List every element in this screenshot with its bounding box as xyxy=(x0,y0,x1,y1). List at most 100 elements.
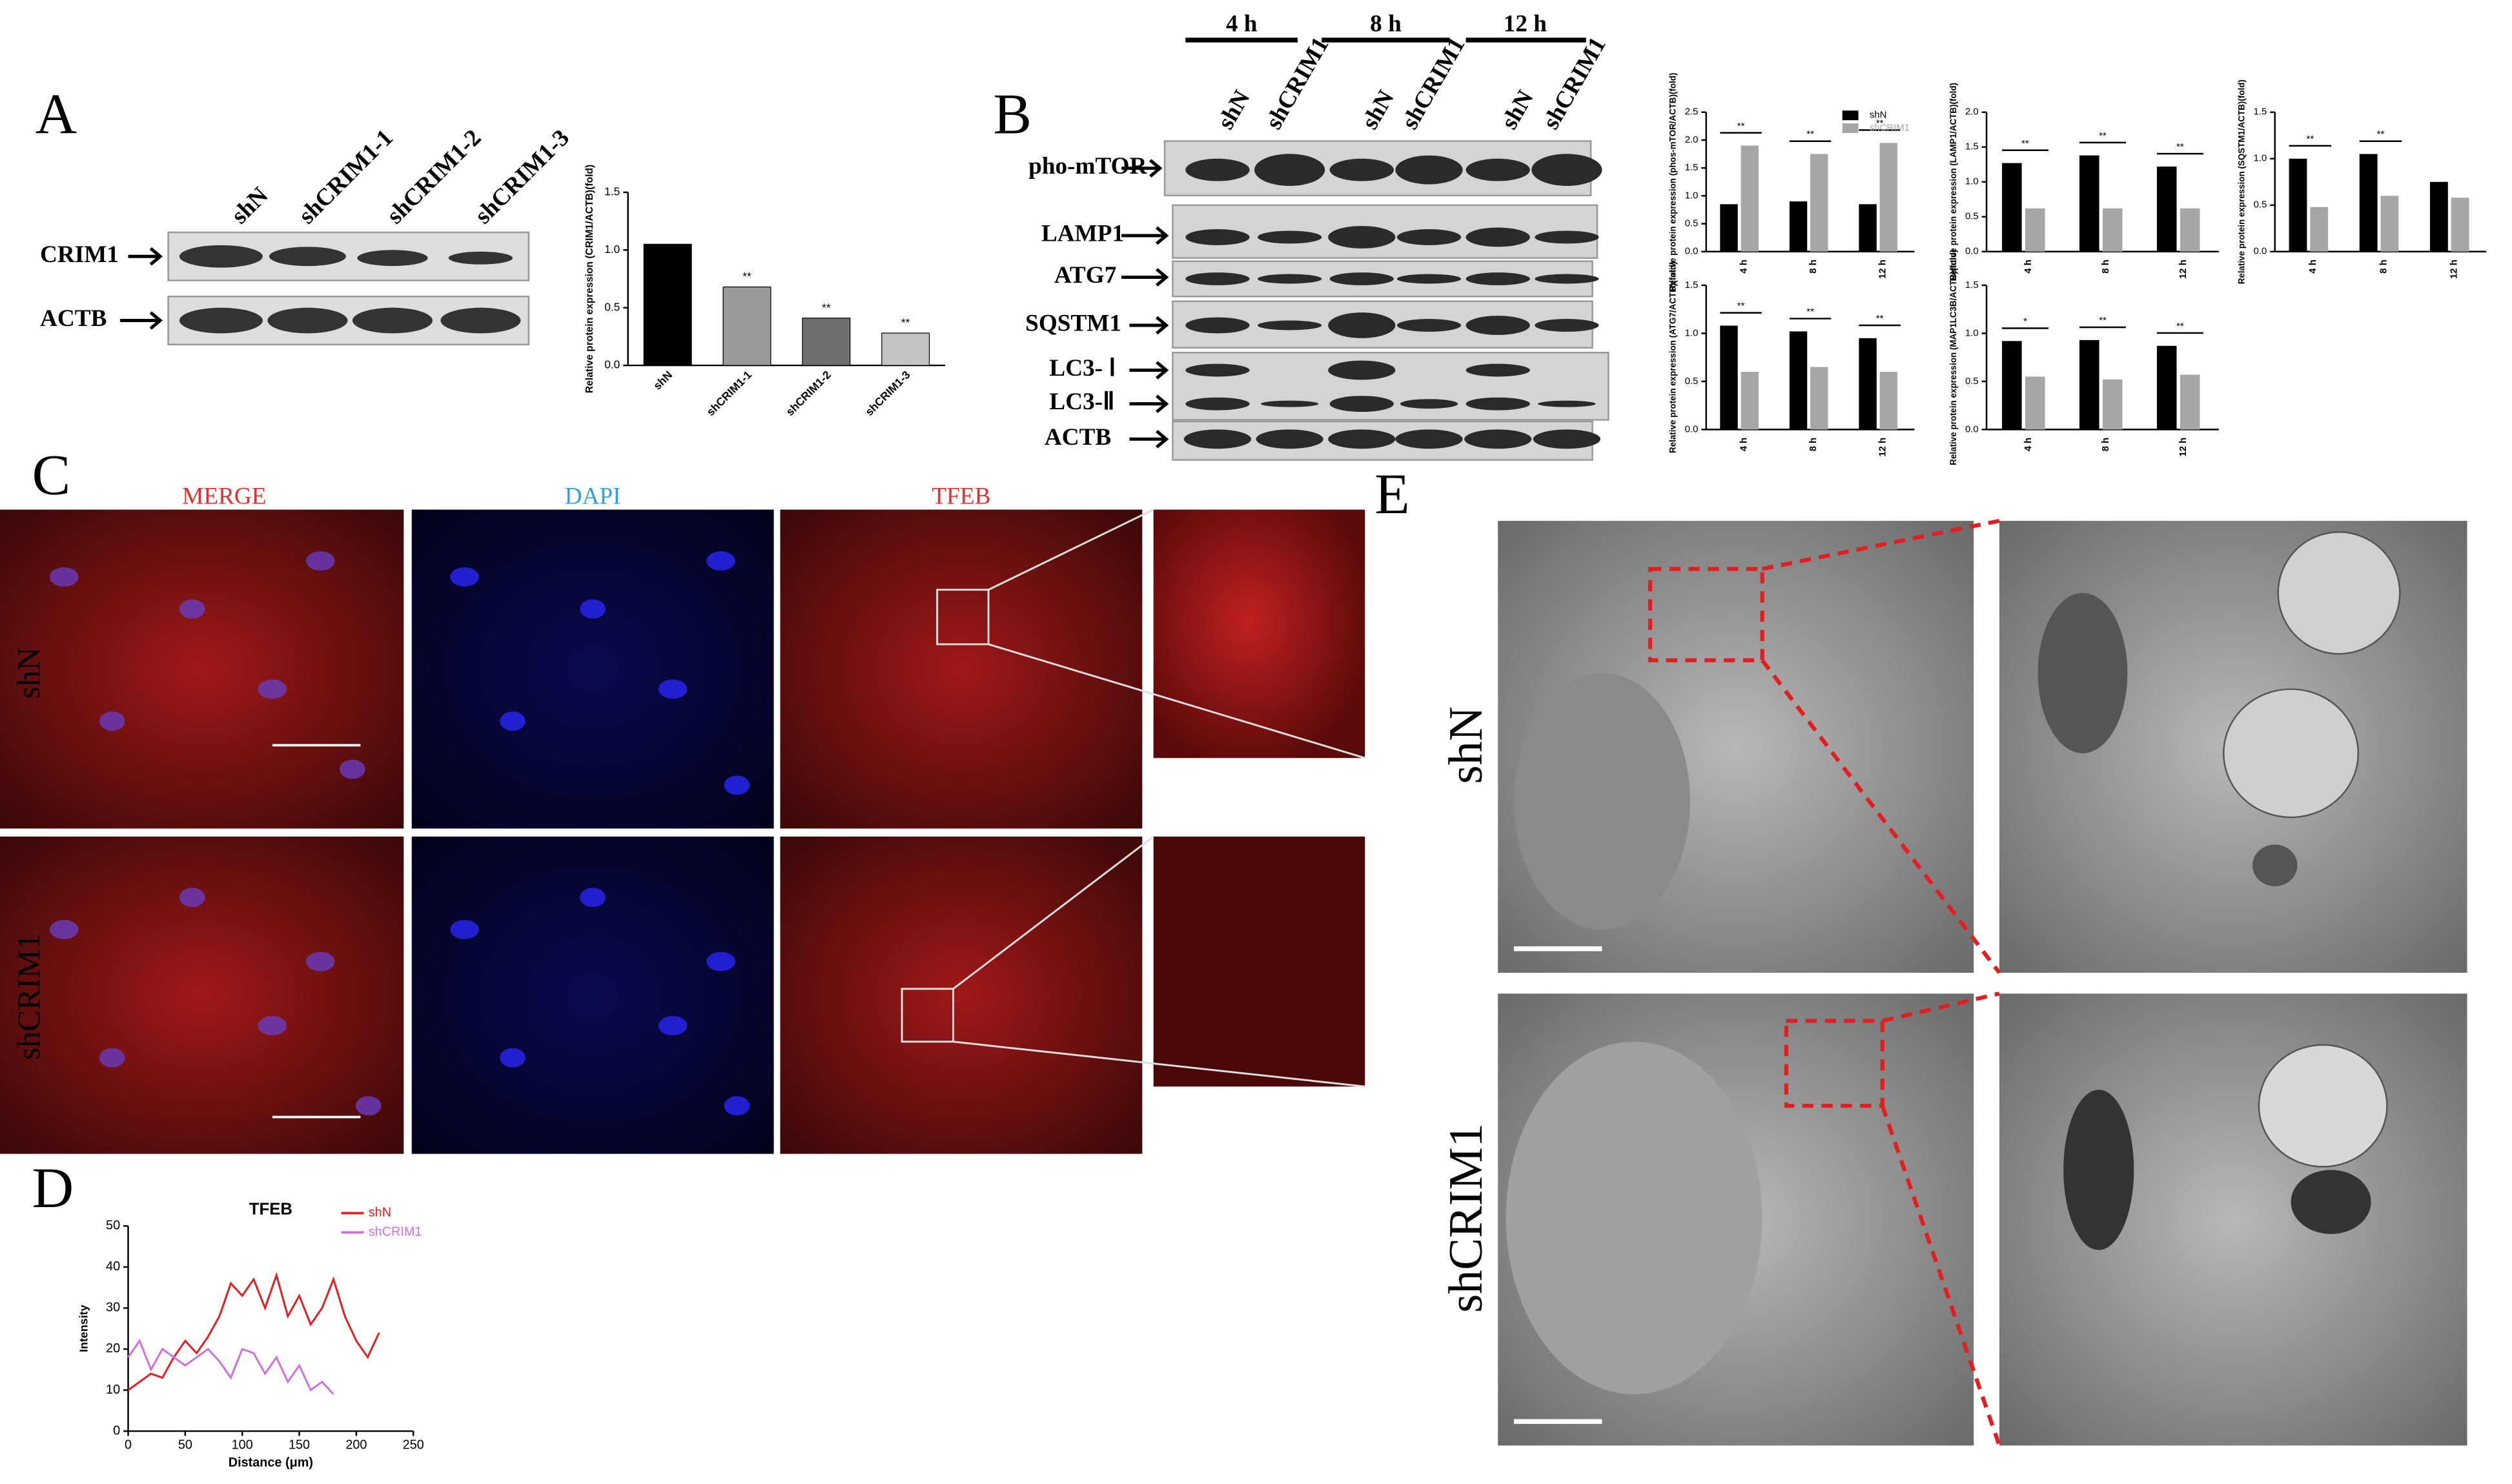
annotation: ** xyxy=(822,301,831,314)
y-tick-label: 50 xyxy=(106,1219,120,1233)
x-tick-label: 4 h xyxy=(2023,438,2034,452)
annotation: ** xyxy=(2021,139,2029,149)
annotation: ** xyxy=(742,270,751,283)
bar xyxy=(1810,367,1828,430)
legend-swatch xyxy=(1842,123,1859,134)
column-label: DAPI xyxy=(565,483,621,510)
y-tick-label: 20 xyxy=(106,1341,120,1356)
y-axis-label: Relative protein expression (phos-mTOR/A… xyxy=(1668,73,1678,291)
y-tick-label: 0.5 xyxy=(1965,212,1979,222)
bar xyxy=(2156,167,2177,252)
x-tick-label: 8 h xyxy=(1808,438,1819,452)
legend-label: shN xyxy=(1870,110,1886,121)
column-label: TFEB xyxy=(932,483,990,510)
row-label: shCRIM1 xyxy=(1440,1123,1493,1313)
y-tick-label: 1.0 xyxy=(1685,328,1699,338)
row-label: LAMP1 xyxy=(1041,221,1124,247)
y-tick-label: 10 xyxy=(106,1383,120,1397)
zoom-lines xyxy=(1648,518,2001,1447)
bands xyxy=(1183,154,1602,449)
chart: 0 10 20 30 40 50 Intensity TFEB 0 50 100 150 200 250 D… xyxy=(77,1200,424,1470)
nuclei xyxy=(450,551,750,1115)
bar xyxy=(1859,204,1877,252)
y-tick-label: 0.0 xyxy=(1685,424,1699,434)
line xyxy=(127,1339,334,1395)
annotation: ** xyxy=(1876,314,1884,324)
bar xyxy=(2310,207,2329,252)
bar xyxy=(1810,154,1828,252)
y-axis-label: Relative protein expression (ATG7/ACTB)(… xyxy=(1668,261,1678,453)
arrow xyxy=(1121,159,1169,449)
y-tick-label: 1.0 xyxy=(1685,190,1699,201)
annotation: ** xyxy=(2176,321,2184,332)
legend-label: shCRIM1 xyxy=(369,1225,422,1239)
chart: 0.0 0.5 1.0 1.5 2.0 2.5 Relative protein expre… xyxy=(1668,73,1915,291)
annotation: * xyxy=(2023,316,2027,327)
x-tick-label: 4 h xyxy=(2308,259,2318,274)
x-tick-label: 12 h xyxy=(1878,438,1888,457)
legend-label: shN xyxy=(369,1206,391,1220)
bar xyxy=(1741,371,1759,430)
lane-label: shCRIM1 xyxy=(1260,33,1334,134)
micrograph xyxy=(0,509,404,829)
bar xyxy=(2079,155,2099,252)
bar xyxy=(1741,145,1759,252)
y-axis-label: Relative protein expression (SQSTM1/ACTB… xyxy=(2237,79,2247,284)
bar xyxy=(2180,208,2200,252)
bar xyxy=(2180,374,2200,430)
annotation: ** xyxy=(1806,130,1814,140)
y-tick-label: 1.0 xyxy=(2254,154,2267,164)
bands xyxy=(179,245,521,334)
row-label: shCRIM1 xyxy=(11,933,46,1060)
y-tick-label: 1.5 xyxy=(2254,107,2267,117)
bar xyxy=(1859,338,1877,430)
bar xyxy=(2102,208,2123,252)
annotation: ** xyxy=(1876,118,1884,128)
chart: 0.0 0.5 1.0 1.5 Relative protein expression … xyxy=(584,165,946,418)
chart: 0.0 0.5 1.0 1.5 Relative protein expression … xyxy=(2237,79,2487,284)
x-tick-label: 50 xyxy=(178,1438,192,1452)
bar xyxy=(643,243,692,366)
bar xyxy=(881,332,930,366)
y-tick-label: 0.5 xyxy=(1965,376,1979,387)
row-label: ACTB xyxy=(40,305,107,332)
y-tick-label: 0.0 xyxy=(1685,247,1699,257)
annotation: ** xyxy=(901,316,910,329)
row-label: ACTB xyxy=(1045,424,1111,451)
zoom-lines xyxy=(901,509,1365,1088)
chart: 0.0 0.5 1.0 1.5 Relative protein expression … xyxy=(1668,261,1915,457)
panel-label: A xyxy=(36,83,77,147)
micrograph xyxy=(0,836,404,1154)
group-label: 12 h xyxy=(1504,10,1547,37)
scale-bar xyxy=(1514,946,1602,1424)
x-tick-label: 12 h xyxy=(1878,259,1888,279)
bar xyxy=(2289,158,2307,252)
blot-strips xyxy=(1163,140,1609,461)
bar xyxy=(2359,154,2378,252)
axis xyxy=(127,1226,414,1432)
bar xyxy=(2002,163,2022,252)
lane-label: shN xyxy=(1496,86,1539,134)
y-tick-label: 40 xyxy=(106,1259,120,1274)
row-label: SQSTM1 xyxy=(1025,310,1121,337)
y-tick-label: 1.0 xyxy=(1965,177,1979,187)
micrograph xyxy=(411,836,774,1154)
lane-label: shCRIM1-2 xyxy=(382,125,486,229)
organelles xyxy=(1506,531,2401,1394)
micrograph-zoom xyxy=(1153,509,1365,758)
annotation: ** xyxy=(1737,301,1745,312)
row-label: CRIM1 xyxy=(40,241,119,268)
lane-label: shCRIM1-3 xyxy=(470,125,575,229)
legend-label: shCRIM1 xyxy=(1870,123,1910,134)
panel-c: MERGE DAPI TFEB shN shCRIM1 xyxy=(0,483,1365,1154)
y-tick-label: 1.5 xyxy=(1965,142,1979,152)
y-tick-label: 1.0 xyxy=(1965,328,1979,338)
bar xyxy=(1789,201,1808,252)
row-label: LC3-Ⅱ xyxy=(1049,389,1114,415)
bar xyxy=(1720,325,1738,430)
lane-label: shCRIM1-1 xyxy=(294,125,398,229)
x-tick-label: shCRIM1-2 xyxy=(783,368,833,418)
micrograph xyxy=(780,509,1143,829)
panel-label: C xyxy=(32,443,71,507)
